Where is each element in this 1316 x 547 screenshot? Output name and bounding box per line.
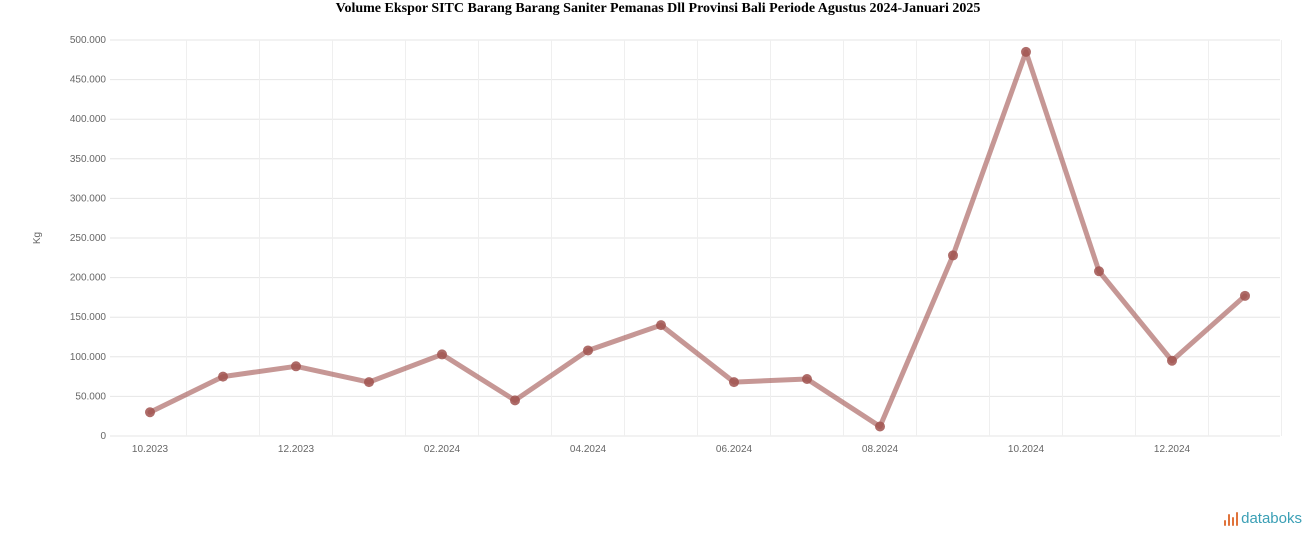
x-tick-label: 02.2024 — [424, 444, 461, 455]
data-point[interactable] — [218, 371, 228, 382]
data-point[interactable] — [875, 421, 885, 432]
data-point[interactable] — [729, 377, 739, 388]
x-tick-label: 04.2024 — [570, 444, 607, 455]
y-tick-label: 50.000 — [75, 391, 106, 402]
chart-title: Volume Ekspor SITC Barang Barang Saniter… — [335, 1, 981, 16]
y-tick-label: 0 — [100, 431, 106, 442]
data-point[interactable] — [802, 373, 812, 384]
x-tick-label: 12.2023 — [278, 444, 315, 455]
y-tick-label: 500.000 — [70, 35, 107, 46]
data-point[interactable] — [291, 361, 301, 372]
data-point[interactable] — [1240, 290, 1250, 301]
databoks-logo-icon — [1224, 511, 1239, 526]
series-group — [145, 46, 1250, 432]
y-tick-label: 300.000 — [70, 193, 107, 204]
x-tick-label: 12.2024 — [1154, 444, 1191, 455]
y-axis-ticks: 0 50.000 100.000 150.000 200.000 250.000 300.0… — [70, 35, 107, 442]
data-point[interactable] — [1167, 355, 1177, 366]
data-point[interactable] — [1094, 266, 1104, 277]
y-tick-label: 250.000 — [70, 233, 107, 244]
series-line — [147, 49, 1248, 429]
y-tick-label: 150.000 — [70, 312, 107, 323]
y-tick-label: 450.000 — [70, 75, 107, 86]
data-point[interactable] — [145, 407, 155, 418]
y-tick-label: 350.000 — [70, 154, 107, 165]
y-axis-label: Kg — [32, 232, 43, 244]
x-tick-label: 06.2024 — [716, 444, 753, 455]
databoks-logo: databoks — [1224, 510, 1302, 527]
data-point[interactable] — [1021, 46, 1031, 57]
data-point[interactable] — [437, 349, 447, 360]
x-axis-ticks: 10.2023 12.2023 02.2024 04.2024 06.2024 08.20… — [132, 444, 1191, 455]
y-tick-label: 200.000 — [70, 273, 107, 284]
data-point[interactable] — [948, 250, 958, 261]
grid-lines — [110, 39, 1282, 437]
data-point[interactable] — [656, 320, 666, 331]
y-tick-label: 100.000 — [70, 352, 107, 363]
brand-name: databoks — [1241, 510, 1302, 527]
x-tick-label: 10.2024 — [1008, 444, 1045, 455]
x-tick-label: 10.2023 — [132, 444, 169, 455]
data-point[interactable] — [364, 377, 374, 388]
x-tick-label: 08.2024 — [862, 444, 899, 455]
data-point[interactable] — [583, 345, 593, 356]
data-point[interactable] — [510, 395, 520, 406]
y-tick-label: 400.000 — [70, 114, 107, 125]
